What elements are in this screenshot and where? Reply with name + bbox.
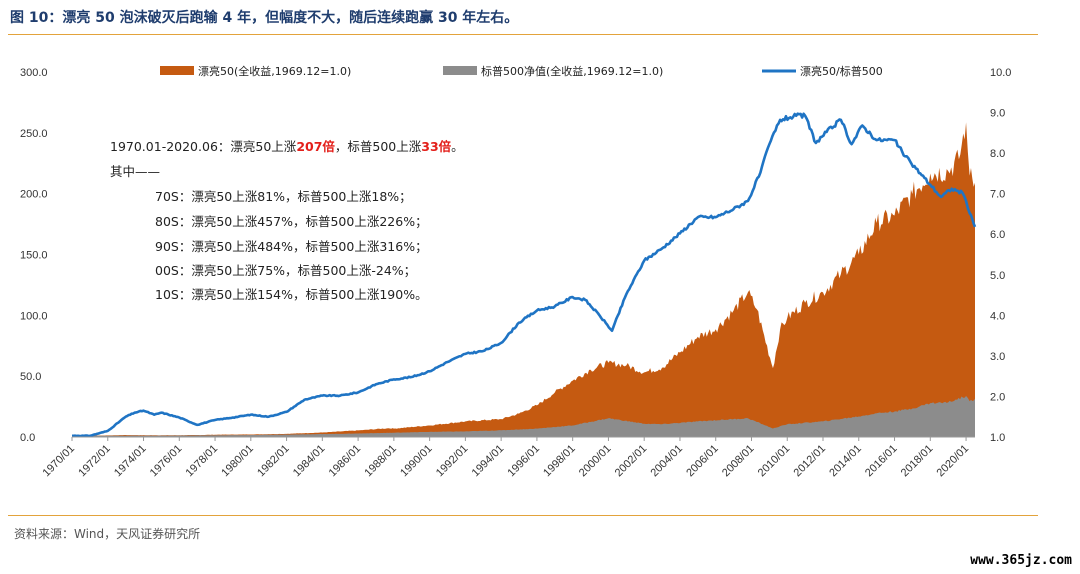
x-tick-label: 1982/01 [255, 443, 292, 480]
legend-swatch-1 [443, 66, 477, 75]
area-layer [72, 122, 975, 438]
x-tick-label: 2008/01 [720, 443, 757, 480]
annotation-line-1: 1970.01-2020.06：漂亮50上涨207倍，标普500上涨33倍。 [110, 139, 464, 154]
x-tick-label: 1996/01 [505, 443, 542, 480]
y-right-tick-label: 10.0 [990, 67, 1011, 79]
legend: 漂亮50(全收益,1969.12=1.0) 标普500净值(全收益,1969.12… [160, 64, 883, 78]
x-tick-label: 1998/01 [541, 443, 578, 480]
annotation-decade-80s: 80S：漂亮50上涨457%，标普500上涨226%； [155, 214, 428, 229]
x-tick-label: 2018/01 [899, 443, 936, 480]
x-tick-label: 2016/01 [863, 443, 900, 480]
x-tick-label: 2000/01 [577, 443, 614, 480]
x-tick-label: 1972/01 [76, 443, 113, 480]
x-tick-label: 1984/01 [291, 443, 328, 480]
x-tick-label: 1992/01 [434, 443, 471, 480]
y-right-tick-label: 8.0 [990, 148, 1005, 160]
y-right-tick-label: 2.0 [990, 391, 1005, 403]
x-tick-label: 1974/01 [112, 443, 149, 480]
legend-label-1: 标普500净值(全收益,1969.12=1.0) [481, 64, 663, 78]
y-left-tick-label: 150.0 [20, 250, 48, 262]
watermark: www.365jz.com [970, 553, 1072, 568]
series-nifty50-area [72, 122, 975, 438]
y-left-tick-label: 100.0 [20, 310, 48, 322]
y-right-tick-label: 9.0 [990, 108, 1005, 120]
x-tick-label: 2006/01 [684, 443, 721, 480]
y-left-tick-label: 200.0 [20, 189, 48, 201]
y-right-tick-label: 4.0 [990, 310, 1005, 322]
x-tick-label: 2002/01 [613, 443, 650, 480]
x-tick-label: 2004/01 [648, 443, 685, 480]
x-tick-label: 2010/01 [756, 443, 793, 480]
figure-title: 图 10：漂亮 50 泡沫破灭后跑输 4 年，但幅度不大，随后连续跑赢 30 年… [10, 10, 519, 26]
annotation-line-2: 其中—— [110, 164, 160, 179]
y-left-tick-label: 50.0 [20, 371, 41, 383]
series-sp500-area [72, 396, 975, 437]
legend-label-0: 漂亮50(全收益,1969.12=1.0) [198, 64, 351, 78]
annotation-decade-70s: 70S：漂亮50上涨81%，标普500上涨18%； [155, 189, 412, 204]
annotation-block: 1970.01-2020.06：漂亮50上涨207倍，标普500上涨33倍。 其… [110, 139, 464, 302]
y-left-tick-label: 300.0 [20, 67, 48, 79]
y-right-tick-label: 3.0 [990, 351, 1005, 363]
y-right-tick-label: 5.0 [990, 270, 1005, 282]
x-tick-label: 1978/01 [184, 443, 221, 480]
series-ratio-line [71, 112, 977, 438]
y-right-tick-label: 1.0 [990, 432, 1005, 444]
x-tick-label: 2012/01 [792, 443, 829, 480]
y-right-tick-label: 7.0 [990, 189, 1005, 201]
chart-svg: 0.0 50.0 100.0 150.0 200.0 250.0 300.0 1.0 2.0 3.… [20, 64, 1011, 480]
x-tick-label: 1976/01 [148, 443, 185, 480]
x-tick-label: 1970/01 [41, 443, 78, 480]
y-left-tick-label: 0.0 [20, 432, 35, 444]
bottom-divider [8, 515, 1038, 516]
y-right-tick-label: 6.0 [990, 229, 1005, 241]
line-layer [71, 112, 977, 438]
x-tick-label: 2020/01 [935, 443, 972, 480]
x-tick-label: 1990/01 [398, 443, 435, 480]
legend-swatch-0 [160, 66, 194, 75]
x-tick-label: 1988/01 [362, 443, 399, 480]
annotation-decade-90s: 90S：漂亮50上涨484%，标普500上涨316%； [155, 239, 428, 254]
x-tick-label: 1994/01 [470, 443, 507, 480]
annotation-decade-00s: 00S：漂亮50上涨75%，标普500上涨-24%； [155, 263, 416, 278]
x-tick-label: 1986/01 [327, 443, 364, 480]
x-tick-label: 2014/01 [827, 443, 864, 480]
x-tick-label: 1980/01 [219, 443, 256, 480]
y-left-tick-label: 250.0 [20, 128, 48, 140]
annotation-decade-10s: 10S：漂亮50上涨154%，标普500上涨190%。 [155, 287, 428, 302]
legend-label-2: 漂亮50/标普500 [800, 64, 883, 78]
top-divider [8, 34, 1038, 35]
source-note: 资料来源：Wind，天风证券研究所 [14, 527, 201, 541]
